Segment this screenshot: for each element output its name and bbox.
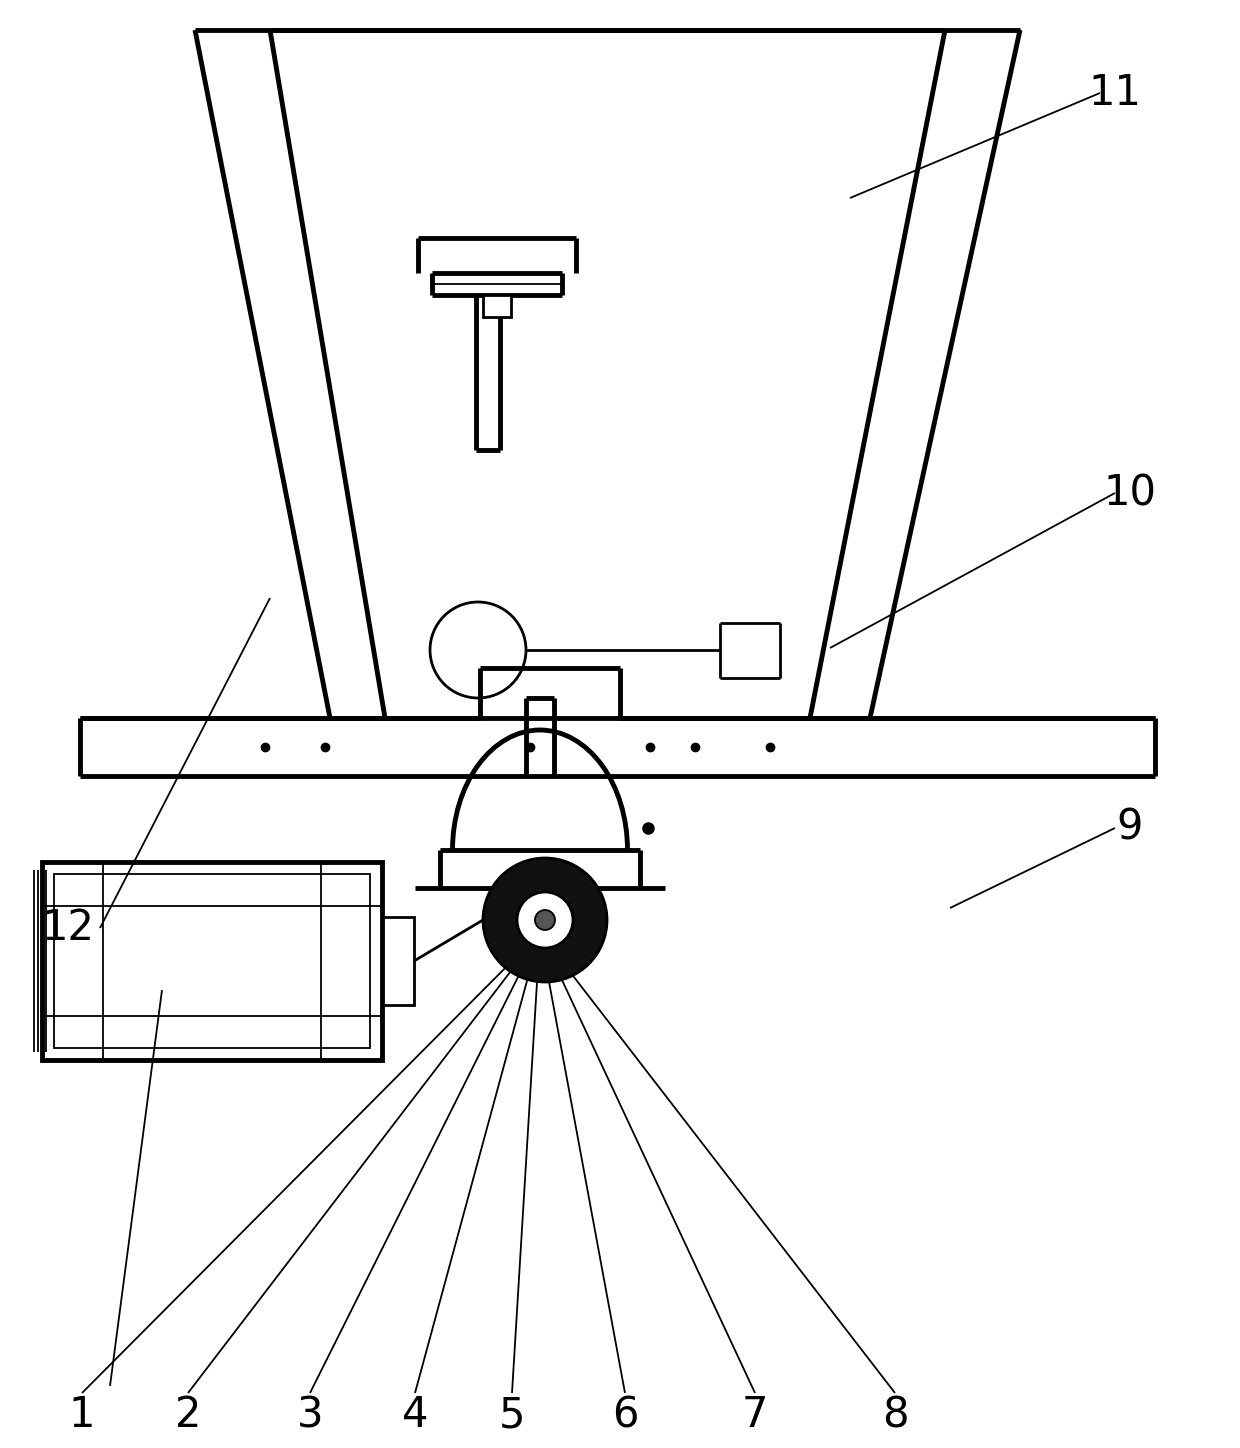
Text: 3: 3 <box>296 1394 324 1436</box>
Bar <box>42 862 382 1060</box>
Text: 1: 1 <box>68 1394 95 1436</box>
Bar <box>382 918 414 1005</box>
Circle shape <box>484 859 608 982</box>
Text: 12: 12 <box>42 906 94 948</box>
Text: 2: 2 <box>175 1394 201 1436</box>
Bar <box>55 875 370 1048</box>
Text: 6: 6 <box>611 1394 639 1436</box>
Text: 9: 9 <box>1117 807 1143 849</box>
Circle shape <box>517 892 573 948</box>
Bar <box>484 295 511 317</box>
Circle shape <box>534 909 556 930</box>
Text: 8: 8 <box>882 1394 909 1436</box>
Text: 5: 5 <box>498 1394 526 1436</box>
Text: 10: 10 <box>1104 472 1157 514</box>
Text: 11: 11 <box>1089 72 1142 114</box>
Text: 4: 4 <box>402 1394 428 1436</box>
Text: 7: 7 <box>742 1394 769 1436</box>
